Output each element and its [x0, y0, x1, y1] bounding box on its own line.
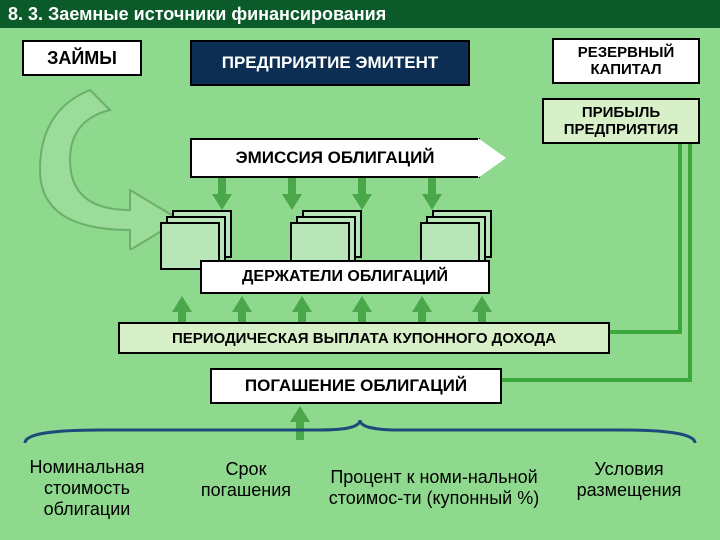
- arrow-up-5: [412, 296, 432, 312]
- box-redemption: ПОГАШЕНИЕ ОБЛИГАЦИЙ: [210, 368, 502, 404]
- brace: [20, 418, 700, 448]
- arrow-down-2: [282, 194, 302, 210]
- arrow-down-4: [422, 194, 442, 210]
- arrow-up-6: [472, 296, 492, 312]
- box-nominal: Номинальная стоимость облигации: [8, 450, 166, 526]
- reserve-label: РЕЗЕРВНЫЙ КАПИТАЛ: [558, 44, 694, 78]
- arrow-up-3: [292, 296, 312, 312]
- line-profit-down-1: [688, 144, 692, 382]
- arrow-up-4: [352, 296, 372, 312]
- emission-arrow-tip-2: [478, 138, 506, 178]
- emission-label: ЭМИССИЯ ОБЛИГАЦИЙ: [235, 148, 434, 168]
- line-to-redemption: [500, 378, 692, 382]
- coupon-label: ПЕРИОДИЧЕСКАЯ ВЫПЛАТА КУПОННОГО ДОХОДА: [172, 330, 556, 347]
- box-issuer: ПРЕДПРИЯТИЕ ЭМИТЕНТ: [190, 40, 470, 86]
- arrow-up-1: [172, 296, 192, 312]
- nominal-label: Номинальная стоимость облигации: [12, 457, 162, 520]
- title-text: 8. 3. Заемные источники финансирования: [8, 4, 386, 24]
- title-bar: 8. 3. Заемные источники финансирования: [0, 0, 720, 28]
- box-reserve: РЕЗЕРВНЫЙ КАПИТАЛ: [552, 38, 700, 84]
- box-holders: ДЕРЖАТЕЛИ ОБЛИГАЦИЙ: [200, 260, 490, 294]
- arrow-up-2: [232, 296, 252, 312]
- box-percent: Процент к номи-нальной стоимос-ти (купон…: [324, 450, 544, 526]
- box-emission: ЭМИССИЯ ОБЛИГАЦИЙ: [190, 138, 480, 178]
- loans-label: ЗАЙМЫ: [47, 48, 117, 69]
- issuer-label: ПРЕДПРИЯТИЕ ЭМИТЕНТ: [222, 53, 439, 73]
- box-conditions: Условия размещения: [554, 450, 704, 510]
- conditions-label: Условия размещения: [558, 459, 700, 501]
- box-profit: ПРИБЫЛЬ ПРЕДПРИЯТИЯ: [542, 98, 700, 144]
- arrow-down-3: [352, 194, 372, 210]
- box-term: Срок погашения: [176, 450, 316, 510]
- holders-label: ДЕРЖАТЕЛИ ОБЛИГАЦИЙ: [242, 268, 448, 286]
- profit-label: ПРИБЫЛЬ ПРЕДПРИЯТИЯ: [548, 104, 694, 138]
- term-label: Срок погашения: [180, 459, 312, 501]
- box-loans: ЗАЙМЫ: [22, 40, 142, 76]
- box-coupon: ПЕРИОДИЧЕСКАЯ ВЫПЛАТА КУПОННОГО ДОХОДА: [118, 322, 610, 354]
- line-profit-down-2: [678, 144, 682, 334]
- line-to-coupon: [610, 330, 682, 334]
- redemption-label: ПОГАШЕНИЕ ОБЛИГАЦИЙ: [245, 376, 467, 396]
- arrow-down-1: [212, 194, 232, 210]
- percent-label: Процент к номи-нальной стоимос-ти (купон…: [328, 467, 540, 509]
